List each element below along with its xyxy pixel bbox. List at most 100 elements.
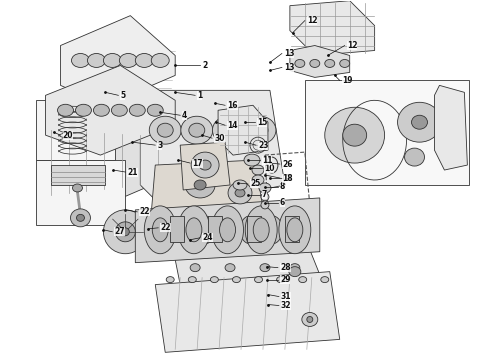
Ellipse shape — [190, 264, 200, 272]
Bar — [50, 165, 105, 185]
Text: 22: 22 — [139, 207, 150, 216]
Text: 4: 4 — [182, 111, 188, 120]
Polygon shape — [140, 90, 285, 210]
Ellipse shape — [299, 276, 307, 283]
Bar — [36, 100, 115, 160]
Ellipse shape — [94, 104, 109, 116]
Ellipse shape — [129, 104, 145, 116]
Ellipse shape — [189, 123, 205, 137]
Text: 9: 9 — [285, 174, 290, 183]
Ellipse shape — [285, 216, 305, 244]
Ellipse shape — [261, 201, 269, 209]
Bar — [285, 216, 299, 242]
Ellipse shape — [191, 152, 219, 178]
Text: 29: 29 — [280, 275, 291, 284]
Ellipse shape — [412, 115, 427, 129]
Ellipse shape — [310, 59, 320, 67]
Ellipse shape — [220, 218, 236, 242]
Bar — [246, 216, 261, 242]
Ellipse shape — [244, 116, 276, 144]
Polygon shape — [46, 66, 175, 155]
Ellipse shape — [290, 264, 300, 272]
Ellipse shape — [210, 276, 219, 283]
Text: 27: 27 — [114, 227, 125, 236]
Ellipse shape — [244, 154, 260, 166]
Ellipse shape — [149, 116, 181, 144]
Text: 28: 28 — [280, 263, 291, 272]
Text: 15: 15 — [257, 118, 268, 127]
Ellipse shape — [252, 123, 268, 137]
Bar — [170, 216, 184, 242]
Ellipse shape — [115, 222, 135, 242]
Bar — [305, 80, 469, 185]
Polygon shape — [180, 142, 230, 190]
Text: 12: 12 — [307, 16, 318, 25]
Ellipse shape — [397, 102, 441, 142]
Ellipse shape — [212, 206, 244, 254]
Ellipse shape — [151, 54, 169, 67]
Ellipse shape — [279, 206, 311, 254]
Ellipse shape — [233, 180, 247, 190]
Text: 3: 3 — [157, 141, 163, 150]
Polygon shape — [435, 85, 467, 170]
Text: 12: 12 — [347, 41, 357, 50]
Ellipse shape — [252, 175, 264, 185]
Ellipse shape — [287, 218, 303, 242]
Ellipse shape — [307, 316, 313, 323]
Text: 1: 1 — [197, 91, 202, 100]
Ellipse shape — [289, 267, 301, 276]
Text: 8: 8 — [280, 183, 285, 192]
Ellipse shape — [57, 104, 74, 116]
Ellipse shape — [295, 59, 305, 67]
Text: 5: 5 — [121, 91, 125, 100]
Ellipse shape — [232, 276, 241, 283]
Ellipse shape — [87, 54, 105, 67]
Text: 13: 13 — [284, 63, 294, 72]
Text: 7: 7 — [262, 190, 268, 199]
Bar — [36, 160, 125, 225]
Ellipse shape — [260, 264, 270, 272]
Ellipse shape — [240, 216, 260, 244]
Ellipse shape — [187, 154, 223, 186]
Text: 14: 14 — [227, 121, 238, 130]
Polygon shape — [290, 45, 350, 77]
Ellipse shape — [73, 184, 82, 192]
Ellipse shape — [261, 193, 269, 201]
Ellipse shape — [76, 214, 84, 221]
Ellipse shape — [135, 54, 153, 67]
Text: 6: 6 — [280, 198, 285, 207]
Ellipse shape — [197, 163, 213, 177]
Ellipse shape — [181, 116, 213, 144]
Text: 25: 25 — [250, 180, 260, 189]
Polygon shape — [150, 160, 265, 225]
Ellipse shape — [144, 206, 176, 254]
Text: 10: 10 — [264, 163, 274, 172]
Ellipse shape — [325, 107, 385, 163]
Ellipse shape — [225, 264, 235, 272]
Ellipse shape — [103, 54, 122, 67]
Ellipse shape — [263, 216, 282, 244]
Polygon shape — [39, 97, 175, 205]
Ellipse shape — [321, 276, 329, 283]
Text: 30: 30 — [214, 134, 224, 143]
Ellipse shape — [252, 165, 264, 175]
Polygon shape — [185, 215, 315, 250]
Text: 22: 22 — [160, 223, 171, 232]
Ellipse shape — [152, 218, 168, 242]
Polygon shape — [155, 272, 340, 352]
Text: 19: 19 — [342, 76, 352, 85]
Polygon shape — [175, 250, 320, 285]
Ellipse shape — [71, 209, 91, 227]
Text: 17: 17 — [192, 158, 203, 167]
Ellipse shape — [188, 276, 196, 283]
Ellipse shape — [111, 104, 127, 116]
Polygon shape — [135, 198, 320, 263]
Ellipse shape — [405, 148, 424, 166]
Ellipse shape — [199, 160, 211, 170]
Ellipse shape — [254, 276, 263, 283]
Ellipse shape — [157, 123, 173, 137]
Text: 32: 32 — [281, 301, 292, 310]
Text: 21: 21 — [127, 167, 138, 176]
Ellipse shape — [72, 54, 90, 67]
Text: 26: 26 — [282, 159, 293, 168]
